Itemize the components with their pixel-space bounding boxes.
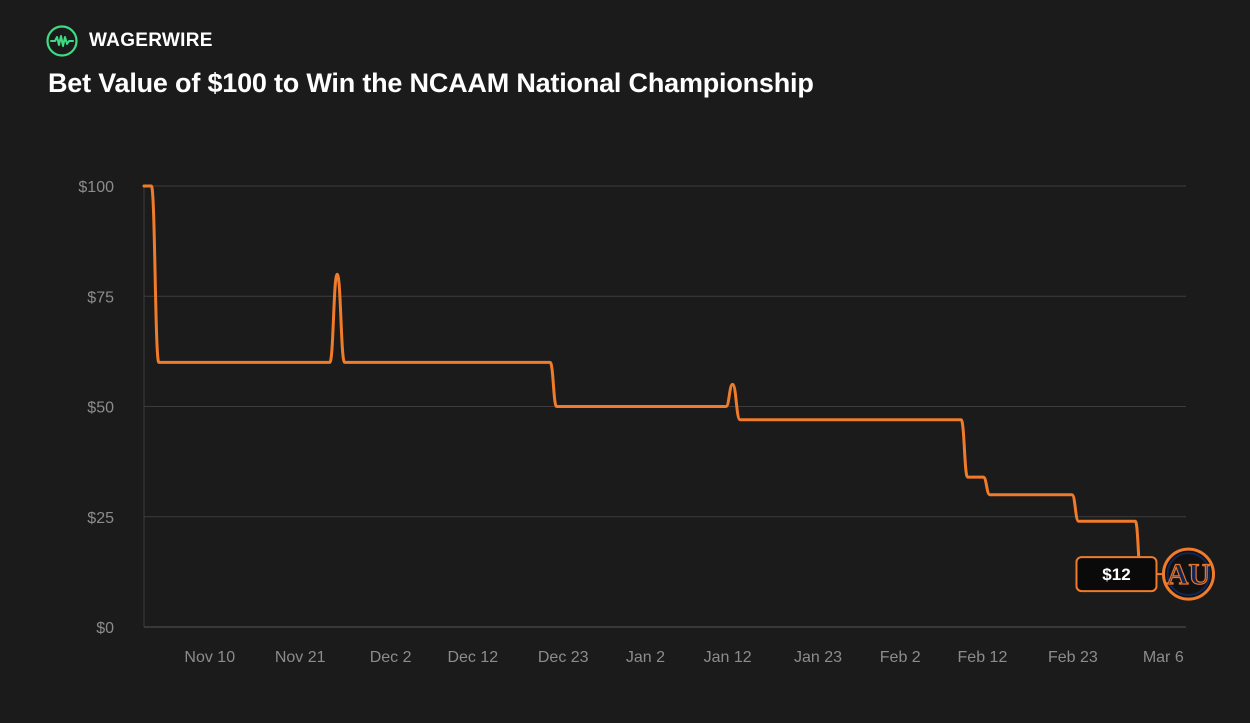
- team-logo-ring: [1161, 547, 1215, 601]
- y-axis-ticks: $0 $25 $50 $75 $100: [78, 179, 114, 637]
- brand: WAGERWIRE: [46, 24, 213, 58]
- x-tick-label: Jan 23: [794, 649, 842, 666]
- x-tick-label: Nov 10: [184, 649, 235, 666]
- y-tick-label: $25: [87, 510, 114, 527]
- x-tick-label: Dec 2: [370, 649, 412, 666]
- series-group: [142, 184, 1150, 576]
- x-tick-label: Feb 23: [1048, 649, 1098, 666]
- value-callout-box: [1075, 556, 1158, 593]
- x-tick-label: Nov 21: [275, 649, 326, 666]
- chart-title: Bet Value of $100 to Win the NCAAM Natio…: [48, 68, 814, 98]
- x-tick-label: Feb 2: [880, 649, 921, 666]
- x-tick-label: Feb 12: [958, 649, 1008, 666]
- x-tick-label: Jan 12: [704, 649, 752, 666]
- end-callout: $12 AU: [1075, 547, 1215, 601]
- auburn-logo-icon: AU: [1167, 558, 1210, 591]
- y-tick-label: $100: [78, 179, 114, 196]
- team-logo-inner-ring: [1166, 552, 1211, 597]
- x-tick-label: Dec 23: [538, 649, 589, 666]
- value-callout-label: $12: [1102, 565, 1130, 584]
- x-tick-label: Jan 2: [626, 649, 665, 666]
- x-tick-label: Dec 12: [447, 649, 498, 666]
- wagerwire-logo-icon: [46, 25, 78, 57]
- x-axis-ticks: Nov 10 Nov 21 Dec 2 Dec 12 Dec 23 Jan 2 Jan 12…: [184, 649, 1183, 666]
- series-line-auburn: [142, 184, 1150, 576]
- brand-name: WAGERWIRE: [89, 30, 213, 51]
- y-tick-label: $0: [96, 620, 114, 637]
- grid-lines: [143, 185, 1186, 628]
- y-tick-label: $50: [87, 400, 114, 417]
- y-tick-label: $75: [87, 289, 114, 306]
- x-tick-label: Mar 6: [1143, 649, 1184, 666]
